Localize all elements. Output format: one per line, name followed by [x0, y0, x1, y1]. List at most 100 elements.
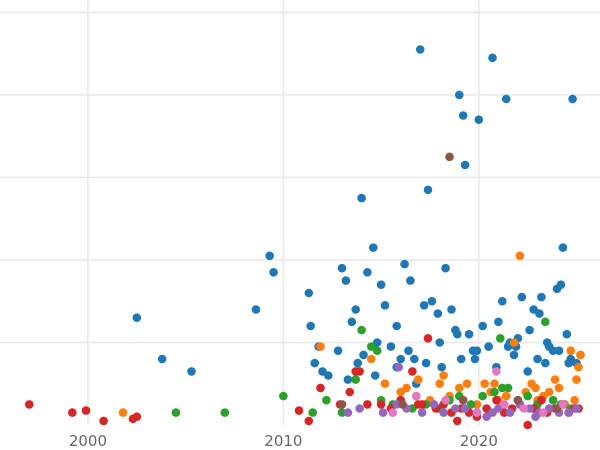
data-point — [68, 408, 77, 417]
data-point — [81, 406, 91, 415]
data-point — [496, 334, 505, 343]
data-point — [369, 243, 378, 252]
data-point — [564, 358, 573, 368]
data-point — [531, 383, 540, 393]
data-point — [187, 367, 196, 376]
data-point — [458, 111, 468, 120]
data-point — [357, 325, 366, 335]
x-tick-label: 2000 — [69, 432, 107, 450]
data-point — [413, 400, 423, 409]
data-point — [396, 354, 406, 364]
data-point — [474, 115, 484, 124]
data-point — [541, 317, 550, 327]
data-point — [564, 408, 573, 417]
data-point — [220, 408, 230, 417]
data-point — [25, 400, 34, 409]
data-point — [478, 391, 488, 401]
data-point — [570, 395, 579, 405]
data-point — [515, 251, 525, 261]
data-point — [455, 90, 464, 100]
data-point — [499, 400, 509, 409]
data-point — [406, 276, 415, 285]
data-point — [380, 301, 390, 310]
data-point — [441, 395, 450, 405]
data-point — [435, 338, 445, 347]
data-point — [554, 383, 564, 393]
data-point — [472, 408, 482, 417]
data-point — [392, 321, 402, 331]
data-point — [501, 391, 511, 401]
data-point — [488, 53, 497, 63]
data-point — [472, 400, 482, 409]
data-point — [318, 367, 327, 376]
data-point — [251, 305, 261, 314]
data-point — [537, 292, 546, 302]
data-point — [398, 400, 407, 409]
data-point — [460, 404, 470, 413]
data-point — [316, 342, 325, 351]
data-point — [498, 383, 507, 393]
data-point — [472, 346, 482, 356]
data-point — [306, 321, 316, 331]
data-point — [171, 408, 181, 417]
data-point — [490, 387, 499, 397]
data-point — [576, 350, 585, 360]
data-point — [341, 276, 351, 285]
data-point — [492, 367, 501, 376]
data-point — [337, 400, 347, 409]
data-point — [359, 350, 368, 360]
data-point — [556, 280, 566, 290]
data-point — [333, 346, 343, 356]
data-point — [439, 408, 448, 417]
data-point — [548, 395, 558, 405]
data-point — [488, 408, 497, 417]
data-point — [132, 313, 142, 323]
data-point — [525, 325, 534, 335]
data-point — [118, 408, 128, 417]
data-point — [363, 268, 372, 277]
data-point — [562, 329, 572, 339]
data-point — [343, 375, 353, 384]
data-point — [372, 346, 382, 356]
data-point — [345, 387, 355, 397]
x-tick-label: 2010 — [264, 432, 302, 450]
data-point — [554, 346, 564, 356]
data-point — [464, 329, 474, 339]
data-point — [99, 416, 108, 426]
data-point — [402, 383, 411, 393]
data-point — [378, 408, 388, 417]
data-point — [355, 404, 364, 413]
data-point — [413, 375, 423, 384]
data-point — [337, 408, 347, 417]
data-point — [310, 358, 320, 368]
data-point — [370, 371, 380, 380]
data-point — [523, 367, 532, 376]
data-point — [316, 383, 325, 393]
data-point — [427, 296, 437, 306]
data-point — [410, 354, 419, 364]
data-point — [437, 362, 447, 372]
data-point — [357, 193, 366, 203]
data-point — [294, 406, 304, 415]
data-point — [574, 362, 583, 372]
data-point — [494, 317, 503, 327]
data-point — [421, 358, 431, 368]
data-point — [408, 367, 417, 376]
data-point — [533, 354, 542, 364]
data-point — [517, 292, 527, 302]
data-point — [394, 362, 404, 372]
data-point — [505, 408, 515, 417]
data-point — [429, 400, 439, 409]
data-point — [400, 259, 409, 269]
data-point — [423, 334, 433, 343]
data-point — [353, 358, 363, 368]
data-point — [558, 400, 568, 409]
data-point — [347, 317, 357, 327]
data-point — [380, 379, 390, 389]
data-point — [447, 305, 456, 314]
data-point — [269, 268, 278, 277]
data-point — [572, 404, 581, 413]
data-point — [392, 400, 402, 409]
